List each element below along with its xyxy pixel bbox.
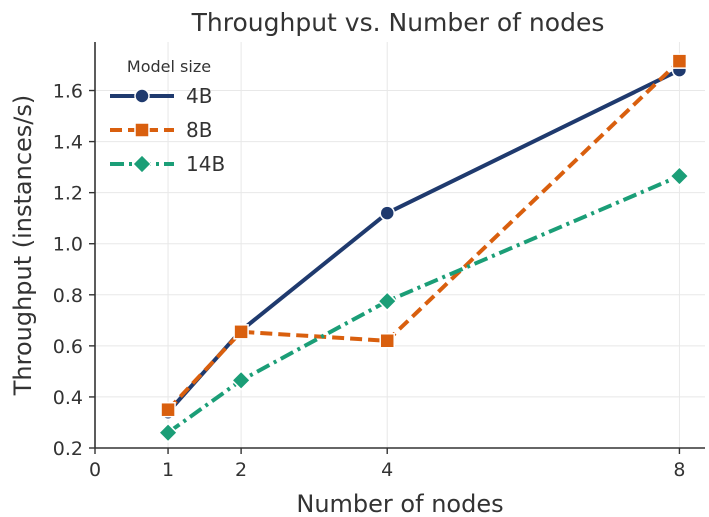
x-tick-label: 4	[381, 459, 393, 481]
x-tick-label: 2	[235, 459, 247, 481]
legend-title: Model size	[127, 57, 211, 76]
legend-14b-marker	[131, 153, 153, 175]
legend-4b-marker	[134, 88, 150, 104]
legend-8b-label: 8B	[186, 118, 212, 142]
series-14b-point	[157, 422, 179, 443]
y-tick-label: 0.2	[53, 438, 83, 460]
y-tick-label: 1.2	[53, 183, 83, 205]
series-8b-point	[160, 401, 176, 418]
series-14b-point	[230, 370, 252, 391]
x-tick-label: 0	[89, 459, 101, 481]
y-axis-label: Throughput (instances/s)	[9, 95, 37, 397]
y-tick-label: 1.0	[53, 234, 83, 256]
series-4b-line	[166, 68, 681, 414]
x-tick-label: 8	[673, 459, 685, 481]
axes: 0 1 2 4 8 0.2 0.4 0.6 0.8 1.0 1.2 1.4 1.6	[53, 42, 705, 481]
y-tick-label: 0.8	[53, 285, 83, 307]
series-8b-point	[671, 53, 688, 69]
y-tick-label: 0.6	[53, 336, 83, 358]
series-8b-line	[166, 59, 681, 412]
legend-14b-label: 14B	[186, 152, 225, 176]
x-tick-label: 1	[162, 459, 174, 481]
legend-8b-marker	[134, 122, 150, 138]
series-14b-point	[669, 165, 690, 187]
series-8b-point	[233, 324, 249, 340]
chart-title: Throughput vs. Number of nodes	[191, 8, 605, 37]
series-8b-point	[379, 333, 395, 349]
series-14b-line	[166, 174, 681, 435]
y-tick-label: 1.6	[53, 81, 83, 103]
series-14b-point	[377, 291, 398, 312]
legend: Model size 4B 8B 14B	[110, 57, 225, 176]
series-4b-point	[379, 205, 395, 221]
y-tick-label: 0.4	[53, 387, 83, 409]
legend-4b-label: 4B	[186, 84, 212, 108]
x-axis-label: Number of nodes	[296, 490, 503, 517]
series-layer	[157, 53, 690, 443]
y-tick-label: 1.4	[53, 132, 83, 154]
